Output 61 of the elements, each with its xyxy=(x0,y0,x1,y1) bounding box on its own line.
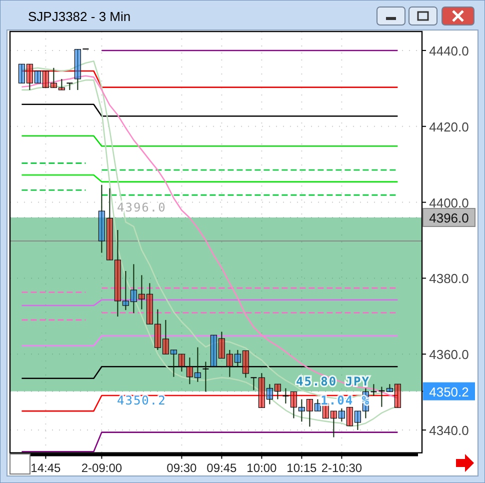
x-tick-label: 2-09:00 xyxy=(81,460,122,475)
candlestick xyxy=(298,398,305,422)
candlestick xyxy=(394,384,401,408)
candlestick xyxy=(106,188,113,260)
candlestick xyxy=(34,70,41,84)
candlestick xyxy=(234,349,241,367)
candlestick xyxy=(386,384,393,392)
candlestick xyxy=(218,331,225,359)
y-tick-label: 4396.0 xyxy=(429,210,469,226)
candlestick xyxy=(282,388,290,404)
candlestick xyxy=(306,398,313,428)
candlestick xyxy=(266,384,273,405)
candlestick xyxy=(258,372,265,408)
y-tick-label: 4340.0 xyxy=(429,423,469,438)
x-tick-label: 09:45 xyxy=(206,460,238,475)
candlestick xyxy=(138,274,145,310)
y-tick-label: 4360.0 xyxy=(429,347,469,362)
candlestick xyxy=(42,70,49,88)
candlestick xyxy=(338,408,345,422)
y-tick-label: 4440.0 xyxy=(429,43,469,58)
candlestick xyxy=(226,349,233,378)
candlestick xyxy=(162,319,169,355)
candlestick xyxy=(330,410,337,438)
candlestick xyxy=(274,384,281,400)
candlestick xyxy=(314,398,321,412)
candlestick xyxy=(114,230,121,318)
chart-title: SJPJ3382 - 3 Min xyxy=(28,9,131,24)
candlestick xyxy=(250,377,258,391)
candlestick xyxy=(74,48,81,90)
candlestick xyxy=(210,334,217,367)
candlestick xyxy=(290,391,297,419)
candlestick xyxy=(154,308,161,350)
candlestick xyxy=(50,67,57,88)
annotation: 4350.2 xyxy=(117,393,166,408)
candlestick xyxy=(346,406,353,426)
candlestick xyxy=(194,346,201,382)
x-tick-label: 09:30 xyxy=(166,460,198,475)
y-tick-label: 4380.0 xyxy=(429,271,469,286)
x-tick-label: 14:45 xyxy=(30,460,62,475)
candlestick xyxy=(98,184,105,254)
y-tick-label: 4400.0 xyxy=(429,195,469,210)
annotation: 45.80 JPY xyxy=(296,374,370,388)
candlestick xyxy=(378,386,386,408)
candlestick xyxy=(66,82,74,90)
x-tick-label: 10:15 xyxy=(286,460,318,475)
candlestick xyxy=(18,64,25,84)
candlestick xyxy=(130,264,137,314)
candlestick xyxy=(186,357,193,385)
candlestick xyxy=(242,350,249,378)
candlestick xyxy=(26,64,33,90)
x-tick-label: 10:00 xyxy=(246,460,278,475)
candlestick xyxy=(58,78,65,90)
candlestick xyxy=(178,354,185,372)
candlestick xyxy=(370,384,378,396)
candlestick xyxy=(122,270,129,311)
y-tick-label: 4350.2 xyxy=(429,384,469,400)
candlestick xyxy=(146,282,153,325)
candlestick xyxy=(354,410,361,431)
x-tick-label: 2-10:30 xyxy=(321,460,362,475)
y-tick-label: 4420.0 xyxy=(429,119,469,134)
candlestick xyxy=(170,349,177,378)
